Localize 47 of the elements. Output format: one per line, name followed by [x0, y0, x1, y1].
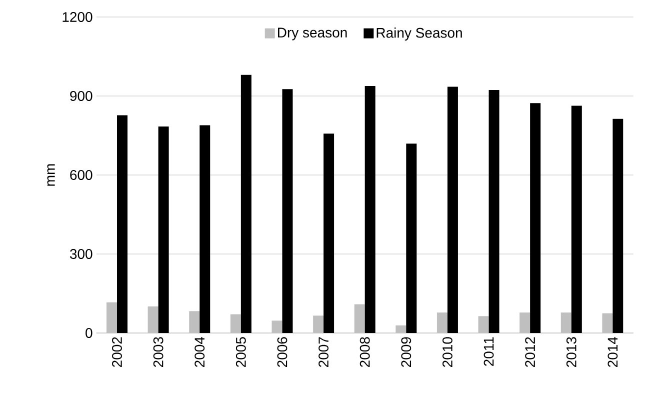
- bar: [272, 320, 282, 333]
- bar: [324, 134, 334, 333]
- bar: [571, 106, 582, 333]
- legend-label: Dry season: [278, 28, 347, 40]
- bar: [488, 90, 500, 333]
- y-tick-label: 0: [86, 328, 92, 338]
- y-tick-label: 600: [70, 170, 92, 180]
- bar: [106, 302, 117, 333]
- x-tick-label: 2011: [484, 337, 494, 366]
- bar: [230, 314, 241, 333]
- bar: [436, 312, 448, 333]
- bar: [158, 126, 169, 333]
- bar: [478, 316, 489, 333]
- bar: [396, 325, 406, 333]
- x-tick-label: 2006: [277, 337, 288, 367]
- bar: [406, 144, 417, 333]
- bar: [200, 125, 210, 333]
- y-tick-label: 1200: [62, 12, 92, 22]
- x-tick-label: 2014: [608, 336, 618, 367]
- bar: [354, 304, 365, 333]
- x-tick-label: 2008: [360, 337, 370, 367]
- x-tick-label: 2012: [525, 337, 536, 367]
- legend-label: Rainy Season: [376, 28, 462, 41]
- x-tick-label: 2004: [194, 336, 205, 367]
- x-tick-label: 2005: [236, 337, 246, 367]
- bar: [282, 89, 293, 333]
- bar: [117, 115, 128, 333]
- bar: [148, 306, 158, 333]
- bar: [520, 312, 530, 333]
- x-tick-label: 2013: [566, 337, 576, 367]
- bar: [240, 74, 252, 333]
- bar: [364, 86, 376, 333]
- bar: [560, 312, 572, 333]
- y-tick-label: 300: [70, 249, 92, 259]
- x-tick-label: 2009: [401, 337, 412, 367]
- x-tick-label: 2007: [318, 337, 328, 367]
- y-tick-label: 900: [70, 91, 92, 101]
- x-tick-label: 2002: [112, 337, 122, 367]
- bar: [189, 311, 200, 333]
- bar: [602, 313, 613, 333]
- y-axis-title: mm: [47, 164, 55, 186]
- x-tick-label: 2010: [442, 337, 452, 367]
- bar: [612, 118, 624, 333]
- bar: [447, 86, 458, 333]
- bar: [313, 316, 324, 333]
- bar: [530, 103, 541, 333]
- x-tick-label: 2003: [153, 337, 164, 367]
